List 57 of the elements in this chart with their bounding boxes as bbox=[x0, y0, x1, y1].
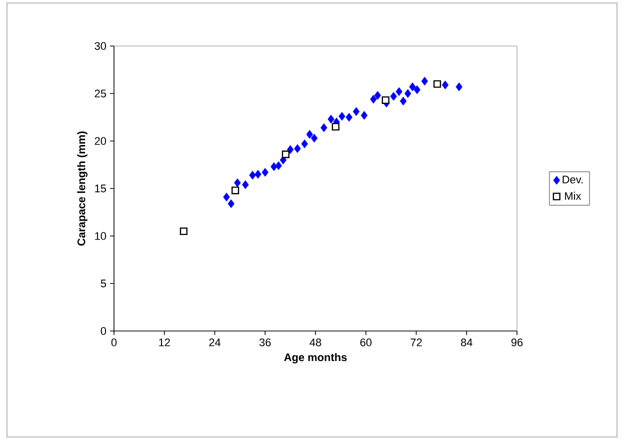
point bbox=[442, 80, 449, 90]
point bbox=[262, 168, 268, 177]
point bbox=[270, 162, 278, 172]
point bbox=[228, 199, 234, 208]
y-tick-label: 5 bbox=[100, 280, 106, 288]
point bbox=[223, 192, 230, 202]
y-tick-label: 10 bbox=[95, 232, 106, 240]
legend-label: Mix bbox=[565, 192, 582, 200]
point bbox=[456, 82, 462, 92]
point bbox=[390, 92, 397, 101]
x-tick-label: 12 bbox=[159, 338, 170, 346]
y-tick-label: 15 bbox=[95, 184, 106, 192]
point bbox=[234, 178, 241, 188]
point bbox=[254, 170, 262, 179]
point bbox=[282, 150, 290, 158]
y-tick-label: 20 bbox=[94, 137, 106, 145]
point bbox=[286, 145, 294, 154]
x-tick-label: 36 bbox=[259, 338, 271, 346]
point bbox=[301, 139, 308, 148]
point bbox=[382, 96, 390, 104]
y-tick-label: 25 bbox=[94, 90, 106, 98]
x-tick-label: 48 bbox=[310, 338, 322, 346]
point bbox=[374, 91, 381, 100]
point bbox=[306, 130, 313, 139]
y-tick-label: 30 bbox=[94, 42, 106, 50]
point bbox=[396, 87, 402, 96]
point bbox=[400, 96, 407, 106]
point bbox=[310, 134, 318, 143]
point bbox=[370, 94, 377, 104]
legend-label: Dev. bbox=[562, 176, 583, 184]
x-axis-title: Age months bbox=[284, 353, 347, 364]
point bbox=[328, 114, 334, 124]
point bbox=[421, 76, 428, 86]
point bbox=[352, 107, 360, 116]
y-axis-title: Carapace length (mm) bbox=[77, 132, 88, 246]
x-tick-label: 84 bbox=[460, 338, 472, 346]
x-tick-label: 96 bbox=[511, 338, 523, 346]
x-tick-label: 72 bbox=[410, 338, 422, 346]
x-tick-label: 0 bbox=[111, 338, 117, 346]
point bbox=[338, 112, 346, 121]
point bbox=[275, 161, 282, 170]
point bbox=[232, 186, 240, 194]
point bbox=[409, 82, 416, 92]
point bbox=[346, 112, 352, 122]
point bbox=[332, 122, 340, 131]
point bbox=[414, 85, 420, 94]
point bbox=[320, 123, 328, 132]
y-tick-label: 0 bbox=[100, 327, 106, 335]
point bbox=[294, 144, 301, 153]
point bbox=[360, 110, 368, 120]
point bbox=[242, 180, 249, 190]
x-tick-label: 60 bbox=[360, 338, 372, 346]
point bbox=[433, 80, 442, 88]
point bbox=[404, 89, 412, 98]
point bbox=[249, 170, 256, 180]
point bbox=[180, 227, 188, 236]
x-tick-label: 24 bbox=[209, 338, 221, 346]
